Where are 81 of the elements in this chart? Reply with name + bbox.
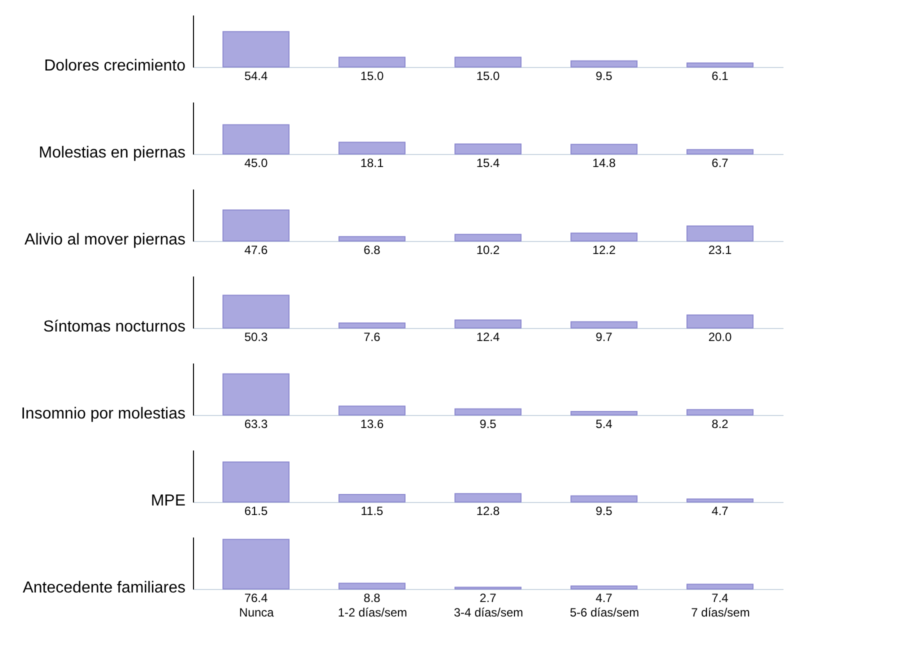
data-label: 18.1 [360,156,384,170]
data-label: 76.4 [244,591,268,605]
bar [454,319,522,328]
text: Alivio al mover piernas [24,232,186,248]
data-label: 15.0 [360,69,384,83]
bar [222,31,290,68]
data-label: 8.8 [364,591,381,605]
bar [570,232,638,242]
text: Dolores crecimiento [44,58,186,74]
data-label: 12.4 [476,330,500,344]
bar [222,373,290,416]
bar [570,144,638,154]
x-tick-label: 3-4 días/sem [454,606,524,620]
bar [338,322,406,328]
bar [338,56,406,68]
data-label: 13.6 [360,417,384,431]
data-label: 7.4 [712,591,729,605]
bar [686,409,754,416]
data-label: 9.7 [596,330,613,344]
bar [454,234,522,242]
text: Antecedente familiares [22,580,186,596]
data-label: 6.1 [712,69,729,83]
bar [222,462,290,502]
x-tick-label: 7 días/sem [691,606,750,620]
bar [338,494,406,502]
data-label: 7.6 [364,330,381,344]
x-tick-label: Nunca [239,606,274,620]
bar [570,585,638,590]
bar [686,62,754,68]
bar [222,210,290,242]
data-label: 9.5 [596,69,613,83]
bar [454,408,522,416]
x-tick-label: 5-6 días/sem [570,606,640,620]
data-label: 63.3 [244,417,268,431]
bar [338,582,406,590]
bar [222,538,290,590]
data-label: 9.5 [480,417,497,431]
bar [222,294,290,328]
data-label: 54.4 [244,69,268,83]
bar [686,498,754,502]
data-label: 6.8 [364,243,381,257]
data-label: 10.2 [476,243,500,257]
data-label: 15.0 [476,69,500,83]
bar [686,225,754,242]
bar [570,410,638,416]
bar [222,124,290,154]
data-label: 20.0 [708,330,732,344]
data-label: 47.6 [244,243,268,257]
data-label: 5.4 [596,417,613,431]
data-label: 6.7 [712,156,729,170]
data-label: 9.5 [596,504,613,518]
text: Molestias en piernas [38,144,186,162]
data-label: 8.2 [712,417,729,431]
data-label: 14.8 [592,156,616,170]
data-label: 61.5 [244,504,268,518]
bar [338,142,406,154]
data-label: 4.7 [596,591,613,605]
data-label: 45.0 [244,156,268,170]
bar [454,493,522,502]
bar [686,584,754,590]
data-label: 11.5 [360,504,384,518]
bar [686,149,754,154]
bar [454,143,522,154]
data-label: 12.2 [592,243,616,257]
text: MPE [150,492,186,510]
bar [454,56,522,68]
data-label: 12.8 [476,504,500,518]
bar [338,236,406,242]
bar [570,495,638,502]
bar [570,60,638,68]
bar [338,406,406,416]
x-tick-label: 1-2 días/sem [338,606,408,620]
data-label: 50.3 [244,330,268,344]
text: Insomnio por molestias [20,406,186,422]
bar [570,321,638,328]
text: Síntomas nocturnos [43,318,186,336]
data-label: 15.4 [476,156,500,170]
data-label: 2.7 [480,591,497,605]
bar [686,314,754,328]
data-label: 23.1 [708,243,732,257]
data-label: 4.7 [712,504,729,518]
